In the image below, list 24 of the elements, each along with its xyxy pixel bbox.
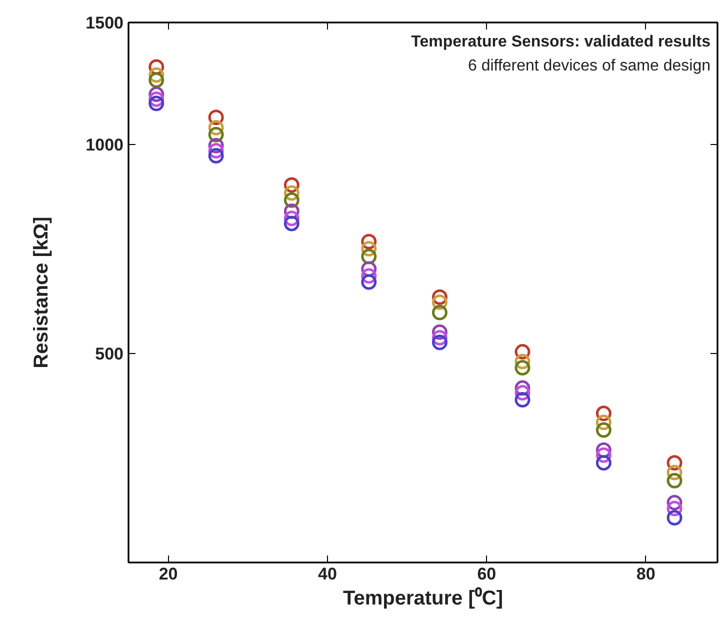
point: [514, 392, 530, 408]
x-tick-label: 20: [158, 564, 178, 584]
point: [432, 334, 448, 350]
x-tick-label: 60: [477, 564, 496, 584]
point: [666, 472, 682, 488]
point: [284, 216, 300, 232]
point: [432, 304, 448, 320]
y-tick-label: 1000: [86, 136, 124, 155]
x-tick-label: 40: [318, 564, 337, 584]
point: [666, 510, 682, 526]
annotation: 6 different devices of same design: [468, 58, 710, 74]
annotation: Temperature Sensors: validated results: [411, 34, 711, 50]
point: [596, 455, 612, 471]
point: [361, 274, 377, 290]
point: [148, 72, 164, 88]
y-axis-title: Resistance [kΩ]: [30, 216, 53, 368]
x-axis-title: Temperature [⁰C]: [343, 586, 504, 610]
x-tick-label: 80: [636, 564, 656, 584]
point: [596, 422, 612, 438]
point: [514, 360, 530, 376]
point: [208, 148, 224, 164]
y-tick-label: 1500: [86, 14, 124, 32]
y-tick-label: 500: [95, 344, 124, 364]
point: [148, 96, 164, 112]
